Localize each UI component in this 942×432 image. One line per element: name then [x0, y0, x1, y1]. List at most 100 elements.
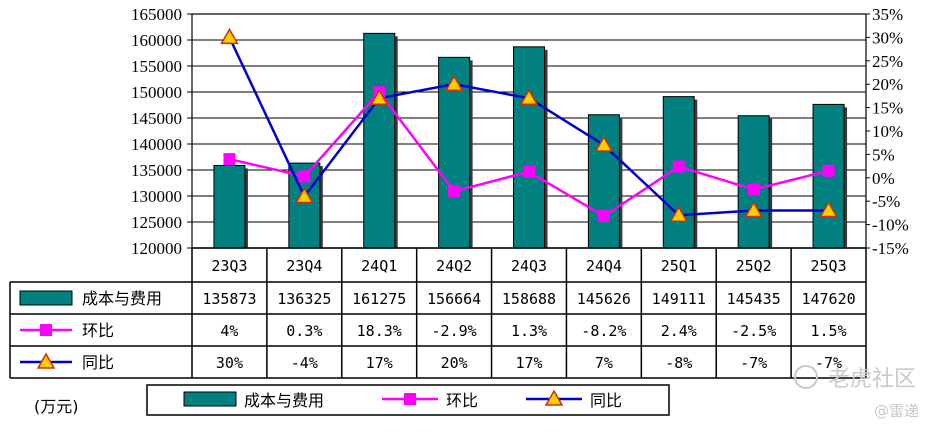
point-square: [597, 210, 610, 223]
y-left-tick: 120000: [131, 239, 182, 258]
y-right-tick: 30%: [872, 28, 903, 47]
y-right-tick: 20%: [872, 75, 903, 94]
y-right-tick: 10%: [872, 122, 903, 141]
legend-key-square: [404, 393, 416, 405]
y-left-tick: 150000: [131, 83, 182, 102]
table-row-label: 环比: [82, 321, 114, 340]
x-tick-label: 24Q2: [436, 257, 472, 275]
watermark-text: 老虎社区: [828, 367, 916, 392]
table-cell: 17%: [366, 354, 393, 372]
y-left-tick: 135000: [131, 161, 182, 180]
table-cell: 135873: [202, 290, 256, 308]
right-axis: -15% -10% -5% 0% 5% 10% 15% 20% 25% 30% 35%: [866, 5, 909, 258]
table-cell: 156664: [427, 290, 481, 308]
table-cell: 30%: [216, 354, 243, 372]
legend-key-triangle: [544, 389, 564, 406]
bar: [363, 32, 396, 249]
legend-key-bar: [183, 391, 237, 407]
x-tick-label: 24Q1: [361, 257, 397, 275]
point-square: [523, 165, 535, 178]
table-cell: 0.3%: [286, 322, 322, 340]
data-table: 23Q3 23Q4 24Q1 24Q2 24Q3 24Q4 25Q1 25Q2 25Q3 成本与费…: [9, 247, 867, 379]
point-square: [298, 170, 311, 183]
table-row-label: 同比: [82, 353, 114, 372]
table-cell: 161275: [352, 290, 406, 308]
x-tick-label: 23Q4: [286, 257, 322, 275]
point-square: [672, 160, 685, 173]
table-key-square: [40, 324, 52, 336]
point-triangle: [369, 88, 389, 105]
watermark-logo-icon: [794, 365, 818, 389]
watermark: 老虎社区 @雷递: [794, 365, 919, 420]
y-left-tick: 130000: [131, 187, 182, 206]
table-cell: -8%: [665, 354, 692, 372]
legend-label: 同比: [590, 391, 622, 410]
table-row-label: 成本与费用: [82, 289, 162, 308]
table-cell: -7%: [740, 354, 767, 372]
table-key-bar: [19, 290, 73, 306]
y-right-tick: -10%: [872, 216, 909, 235]
y-left-tick: 140000: [131, 135, 182, 154]
x-tick-label: 23Q3: [211, 257, 247, 275]
y-left-tick: 145000: [131, 109, 182, 128]
left-axis: 120000 125000 130000 135000 140000 145000 1500…: [131, 5, 192, 258]
bar: [513, 46, 545, 249]
y-right-tick: -5%: [872, 192, 900, 211]
point-triangle: [744, 201, 763, 218]
y-right-tick: 0%: [872, 169, 895, 188]
x-tick-label: 25Q2: [736, 257, 772, 275]
table-cell: 7%: [595, 354, 613, 372]
point-square: [747, 183, 760, 196]
x-tick-label: 25Q1: [661, 257, 697, 275]
table-cell: -2.5%: [731, 322, 776, 340]
table-cell: 149111: [652, 290, 706, 308]
watermark-handle: @雷递: [874, 402, 919, 420]
table-cell: 17%: [515, 354, 542, 372]
bar: [737, 115, 770, 249]
table-cell: -7%: [815, 354, 842, 372]
table-cell: 2.4%: [661, 322, 697, 340]
table-cell: -2.9%: [432, 322, 477, 340]
point-triangle: [594, 135, 614, 152]
y-left-tick: 160000: [131, 31, 182, 50]
table-cell: 1.5%: [810, 322, 846, 340]
x-tick-label: 24Q4: [586, 257, 622, 275]
point-triangle: [669, 205, 689, 222]
y-right-tick: 15%: [872, 99, 903, 118]
table-cell: -4%: [291, 354, 318, 372]
y-left-tick: 165000: [131, 5, 182, 24]
table-cell: 147620: [801, 290, 855, 308]
line-series: [220, 27, 838, 223]
y-right-tick: 35%: [872, 5, 903, 24]
point-triangle: [295, 187, 314, 204]
point-triangle: [519, 88, 539, 105]
y-left-tick: 125000: [131, 213, 182, 232]
table-cell: 145435: [727, 290, 781, 308]
y-right-tick: -15%: [872, 239, 909, 258]
point-square: [822, 164, 835, 177]
point-square: [448, 185, 461, 198]
x-tick-label: 25Q3: [810, 257, 846, 275]
table-cell: 136325: [277, 290, 331, 308]
table-key-triangle: [36, 352, 56, 369]
table-cell: 158688: [502, 290, 556, 308]
legend: 成本与费用 环比 同比: [146, 384, 670, 416]
table-cell: 145626: [577, 290, 631, 308]
x-tick-label: 24Q3: [511, 257, 547, 275]
bar: [213, 164, 246, 249]
point-triangle: [220, 27, 239, 45]
bar: [587, 114, 620, 249]
table-cell: -8.2%: [581, 322, 626, 340]
point-triangle: [819, 201, 838, 218]
y-right-tick: 5%: [872, 145, 895, 164]
point-triangle: [444, 74, 464, 91]
table-cell: 1.3%: [511, 322, 547, 340]
legend-label: 环比: [446, 391, 478, 410]
table-cell: 4%: [220, 322, 238, 340]
unit-label: (万元): [34, 397, 79, 416]
y-left-tick: 155000: [131, 57, 182, 76]
table-cell: 20%: [441, 354, 468, 372]
point-square: [223, 153, 236, 166]
y-right-tick: 25%: [872, 52, 903, 71]
